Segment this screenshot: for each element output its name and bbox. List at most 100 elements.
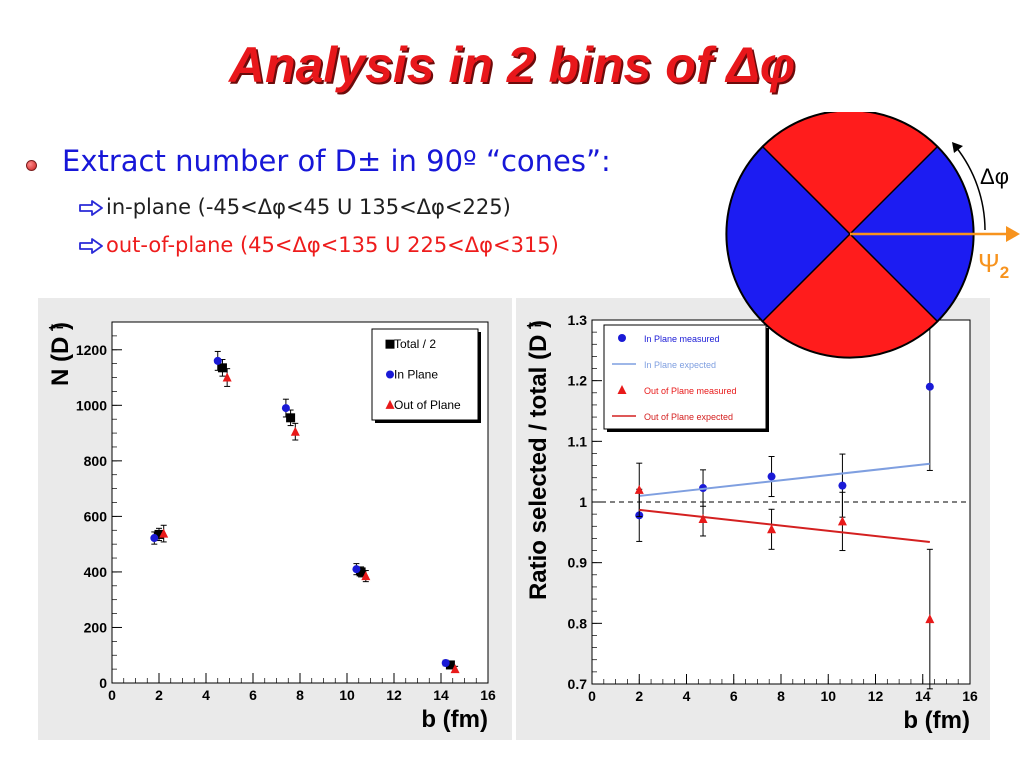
legend-marker xyxy=(385,339,395,349)
arrow-right-icon xyxy=(79,200,103,216)
x-tick-label: 12 xyxy=(386,687,402,703)
sub-bullet-in-plane: in-plane (-45<Δφ<45 U 135<Δφ<225) xyxy=(78,195,511,219)
x-tick-label: 0 xyxy=(588,688,596,704)
x-axis-label: b (fm) xyxy=(903,707,970,734)
data-point xyxy=(352,565,361,574)
x-tick-label: 8 xyxy=(777,688,785,704)
data-point xyxy=(441,659,450,668)
data-point xyxy=(767,524,777,534)
data-point xyxy=(361,571,371,581)
legend-marker xyxy=(386,370,394,379)
y-tick-label: 0 xyxy=(99,675,107,691)
legend-label: Total / 2 xyxy=(394,337,436,351)
y-tick-label: 1.3 xyxy=(568,312,588,328)
y-tick-label: 0.8 xyxy=(568,615,588,631)
legend-label: Out of Plane expected xyxy=(644,412,733,422)
chart-ratio: 0 2 4 6 8 10 12 14 16 0.7 0.8 0.9 1 1.1 1.2 1.3 b (fm) Ra… xyxy=(525,302,978,734)
sub-bullet-out-of-plane-text: out-of-plane (45<Δφ<135 U 225<Δφ<315) xyxy=(106,233,559,257)
x-tick-label: 8 xyxy=(296,687,304,703)
y-tick-label: 800 xyxy=(84,453,108,469)
legend-label: In Plane measured xyxy=(644,334,720,344)
x-tick-label: 10 xyxy=(339,687,355,703)
expected-line xyxy=(639,462,930,497)
data-point xyxy=(767,472,776,481)
chart-counts: 0 2 4 6 8 10 12 14 16 0 200 400 600 800 1000 1200 b (fm)… xyxy=(47,320,496,733)
y-axis-label: N (D ) xyxy=(47,322,74,386)
x-tick-label: 10 xyxy=(820,688,836,704)
bullet-dot-icon xyxy=(26,160,37,171)
data-point xyxy=(150,534,159,543)
delta-phi-arrowhead xyxy=(952,142,963,153)
y-tick-label: 200 xyxy=(84,619,108,635)
y-tick-label: 1000 xyxy=(76,397,107,413)
data-point xyxy=(837,516,847,526)
x-tick-label: 12 xyxy=(868,688,884,704)
data-point xyxy=(286,413,296,423)
data-point xyxy=(838,481,847,490)
data-point xyxy=(154,529,164,539)
y-tick-label: 400 xyxy=(84,564,108,580)
bullet-text: Extract number of D± in 90º “cones”: xyxy=(62,144,611,178)
legend-marker xyxy=(618,334,626,342)
y-tick-label: 1200 xyxy=(76,342,107,358)
x-tick-label: 6 xyxy=(249,687,257,703)
slide-title: Analysis in 2 bins of Δφ xyxy=(228,37,796,93)
y-tick-label: 1.2 xyxy=(568,373,588,389)
psi2-arrowhead xyxy=(1006,226,1020,242)
sub-bullet-out-of-plane: out-of-plane (45<Δφ<135 U 225<Δφ<315) xyxy=(78,233,559,257)
data-point xyxy=(213,356,222,365)
delta-phi-label: Δφ xyxy=(980,164,1009,189)
chart-panel-counts: 0 2 4 6 8 10 12 14 16 0 200 400 600 800 1000 1200 b (fm)… xyxy=(38,298,512,740)
y-tick-label: 0.9 xyxy=(568,555,588,571)
data-point xyxy=(222,372,232,382)
x-tick-label: 6 xyxy=(730,688,738,704)
data-point xyxy=(290,426,300,436)
legend-marker xyxy=(385,399,395,409)
data-point xyxy=(698,513,708,523)
sector-diagram-svg: Δφ Ψ2 xyxy=(725,109,1020,359)
sector-top-red xyxy=(762,110,938,234)
sub-bullet-in-plane-text: in-plane (-45<Δφ<45 U 135<Δφ<225) xyxy=(106,195,511,219)
legend-label: In Plane xyxy=(394,368,438,382)
legend-box xyxy=(603,324,767,430)
x-tick-label: 0 xyxy=(108,687,116,703)
legend-marker xyxy=(617,385,627,394)
sector-left-blue xyxy=(726,146,850,322)
psi2-label: Ψ2 xyxy=(978,248,1009,282)
data-point xyxy=(925,614,935,624)
x-tick-label: 16 xyxy=(480,687,496,703)
y-tick-label: 0.7 xyxy=(568,676,588,692)
x-axis-label: b (fm) xyxy=(421,706,488,733)
delta-phi-arc xyxy=(955,146,986,231)
data-point xyxy=(450,664,460,674)
data-point xyxy=(356,567,366,577)
data-point xyxy=(445,660,455,670)
data-point xyxy=(281,404,290,413)
y-axis-label: Ratio selected / total (D ) xyxy=(525,320,552,600)
y-tick-label: 1.1 xyxy=(568,433,588,449)
y-tick-label: 1 xyxy=(579,494,587,510)
x-tick-label: 14 xyxy=(433,687,449,703)
data-point xyxy=(217,363,227,373)
data-point xyxy=(634,484,644,494)
sector-diagram: Δφ Ψ2 xyxy=(720,109,1020,362)
data-point xyxy=(925,382,934,391)
x-tick-label: 16 xyxy=(962,688,978,704)
legend-label: Out of Plane xyxy=(394,398,461,412)
y-tick-label: 600 xyxy=(84,508,108,524)
x-tick-label: 14 xyxy=(915,688,931,704)
sector-circle xyxy=(725,109,975,359)
chart-panel-ratio: 0 2 4 6 8 10 12 14 16 0.7 0.8 0.9 1 1.1 1.2 1.3 b (fm) Ra… xyxy=(516,298,990,740)
legend-label: Out of Plane measured xyxy=(644,386,737,396)
legend-label: In Plane expected xyxy=(644,360,716,370)
x-tick-label: 4 xyxy=(683,688,691,704)
sector-bottom-red xyxy=(762,234,938,358)
y-axis-superscript: +− xyxy=(526,318,542,333)
expected-line xyxy=(639,508,930,544)
x-tick-label: 4 xyxy=(202,687,210,703)
data-point xyxy=(159,528,169,538)
x-tick-label: 2 xyxy=(635,688,643,704)
y-axis-superscript: +− xyxy=(48,320,64,335)
x-tick-label: 2 xyxy=(155,687,163,703)
arrow-right-icon xyxy=(79,238,103,254)
